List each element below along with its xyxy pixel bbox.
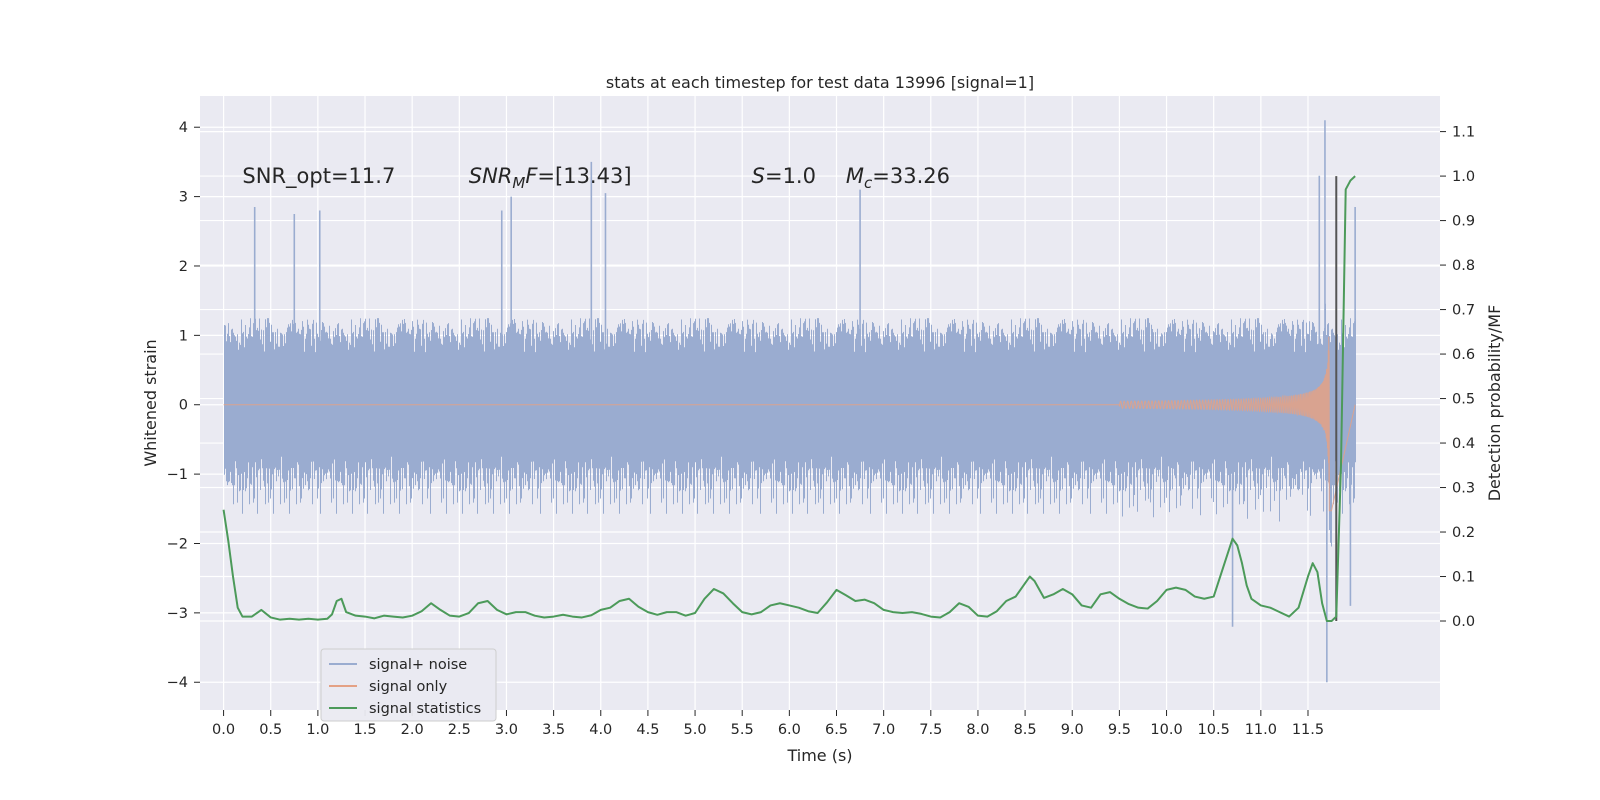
y-tick-label-right: 0.5 [1452,392,1475,408]
annotation-4: Mc=33.26 [846,164,950,192]
y-tick-label-right: 0.7 [1452,303,1475,319]
x-tick-label: 6.0 [778,722,801,738]
x-tick-label: 3.5 [542,722,565,738]
legend-label: signal+ noise [369,657,467,673]
legend-label: signal only [369,679,448,695]
y-tick-label-right: 0.1 [1452,570,1475,586]
y-tick-label-left: 0 [179,398,188,414]
annotation-2: SNRMF=[13.43] [469,164,632,192]
y-tick-label-left: −3 [167,606,188,622]
y-tick-label-right: 0.8 [1452,258,1475,274]
x-tick-label: 7.0 [872,722,895,738]
x-tick-label: 0.5 [259,722,282,738]
legend: signal+ noise signal only signal statistic… [320,648,497,722]
signal-only-trace [223,336,1356,512]
y-axis-label-right: Detection probability/MF [1485,305,1504,502]
x-tick-label: 7.5 [919,722,942,738]
x-tick-label: 4.0 [589,722,612,738]
y-tick-label-right: 0.9 [1452,214,1475,230]
y-tick-label-left: 1 [179,328,188,344]
x-tick-label: 5.5 [731,722,754,738]
annotations: SNR_opt=11.7 SNRMF=[13.43] S=1.0 Mc=33.26 [242,164,950,192]
y-tick-label-right: 1.0 [1452,169,1475,185]
y-tick-label-left: −4 [167,675,188,691]
x-tick-label: 0.0 [212,722,235,738]
axes: 0.0 0.5 1.0 1.5 2.0 2.5 3.0 3.5 4.0 4.5 5.0 5.5 6.0 6… [141,73,1504,765]
x-axis-label: Time (s) [786,746,852,765]
x-tick-label: 9.5 [1108,722,1131,738]
x-tick-label: 8.0 [966,722,989,738]
y-tick-label-right: 0.3 [1452,481,1475,497]
signal-plus-noise-trace [224,303,1356,547]
y-tick-label-right: 0.2 [1452,525,1475,541]
x-tick-label: 10.5 [1198,722,1230,738]
x-tick-label: 4.5 [636,722,659,738]
chart-title: stats at each timestep for test data 139… [606,73,1034,92]
y-axis-label-left: Whitened strain [141,339,160,466]
x-tick-label: 10.0 [1150,722,1182,738]
legend-label: signal statistics [369,701,481,717]
x-tick-label: 5.0 [684,722,707,738]
y-tick-label-right: 0.0 [1452,614,1475,630]
y-tick-label-left: −2 [167,536,188,552]
annotation-3: S=1.0 [752,164,816,188]
x-tick-label: 1.0 [306,722,329,738]
x-tick-label: 3.0 [495,722,518,738]
signal-statistics-line [222,175,1356,623]
legend-box [320,648,497,722]
y-tick-label-left: 2 [179,259,188,275]
y-tick-label-right: 1.1 [1452,125,1475,141]
y-tick-label-right: 0.4 [1452,436,1475,452]
annotation-1: SNR_opt=11.7 [242,164,395,189]
x-tick-label: 11.0 [1245,722,1277,738]
x-tick-label: 11.5 [1292,722,1324,738]
x-tick-label: 8.5 [1014,722,1037,738]
x-tick-label: 2.0 [401,722,424,738]
y-tick-label-right: 0.6 [1452,347,1475,363]
x-tick-label: 9.0 [1061,722,1084,738]
y-tick-label-left: 3 [179,190,188,206]
x-tick-label: 2.5 [448,722,471,738]
y-tick-label-left: 4 [179,120,188,136]
plot-marks [222,120,1356,683]
y-tick-label-left: −1 [167,467,188,483]
x-tick-label: 6.5 [825,722,848,738]
x-tick-label: 1.5 [353,722,376,738]
